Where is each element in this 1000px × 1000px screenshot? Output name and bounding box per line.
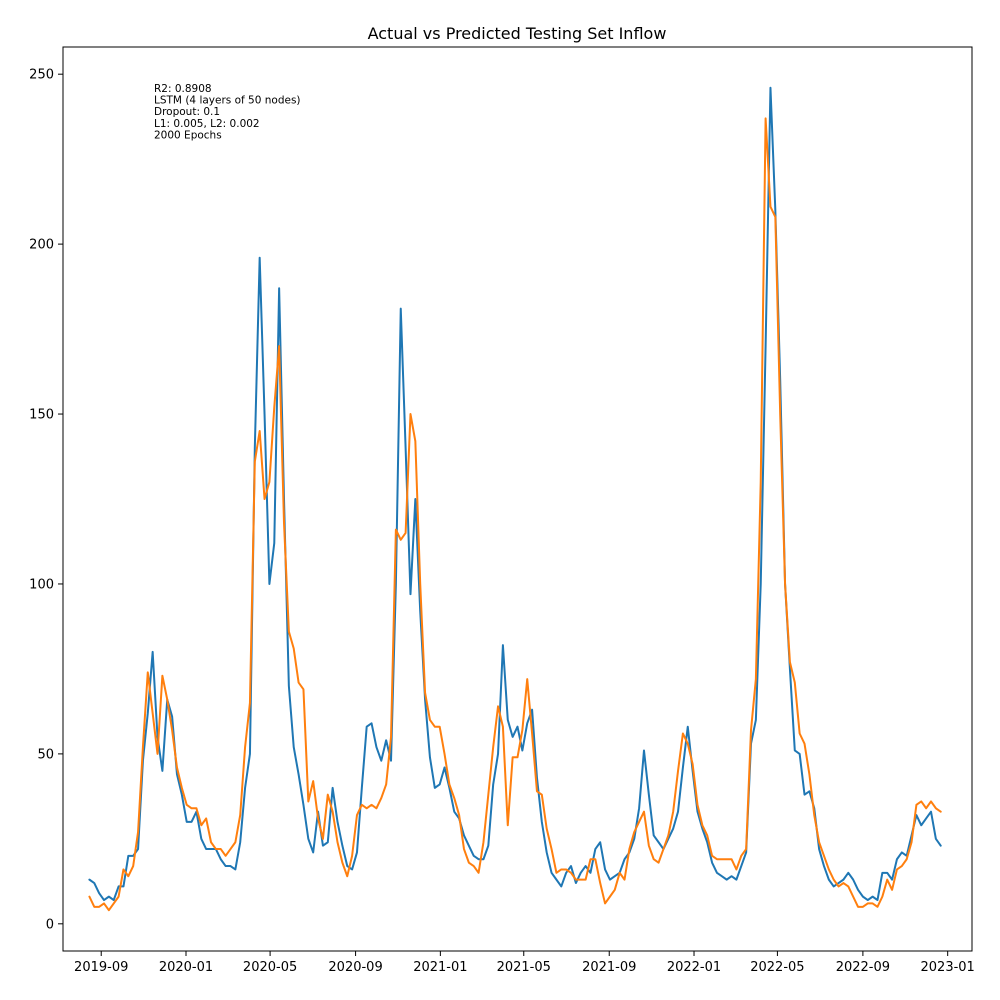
annotation-line: 2000 Epochs xyxy=(154,129,222,141)
plot-area: 0 50 100 150 200 250 2019-09 2020-01 2020-05 2020… xyxy=(29,46,975,975)
series-line-2 xyxy=(88,117,942,912)
annotation-line: Dropout: 0.1 xyxy=(154,106,220,118)
annotation-line: L1: 0.005, L2: 0.002 xyxy=(154,118,260,130)
x-tick-label: 2021-01 xyxy=(413,960,467,975)
x-tick-label: 2020-01 xyxy=(159,960,213,975)
x-tick-label: 2020-09 xyxy=(328,960,382,975)
x-tick-label: 2022-09 xyxy=(836,960,890,975)
x-tick-label: 2022-05 xyxy=(750,960,804,975)
annotation-line: LSTM (4 layers of 50 nodes) xyxy=(154,95,301,107)
x-tick-label: 2023-01 xyxy=(921,960,975,975)
x-tick-label: 2022-01 xyxy=(667,960,721,975)
series-line-1 xyxy=(88,86,942,902)
x-tick-label: 2021-09 xyxy=(582,960,636,975)
y-tick-label: 150 xyxy=(29,408,54,423)
x-tick-label: 2021-05 xyxy=(497,960,551,975)
y-tick-label: 200 xyxy=(29,238,54,253)
chart-title: Actual vs Predicted Testing Set Inflow xyxy=(368,24,667,43)
y-tick-label: 100 xyxy=(29,577,54,592)
axes-frame xyxy=(62,46,973,952)
x-tick-label: 2020-05 xyxy=(243,960,297,975)
y-tick-label: 50 xyxy=(37,747,54,762)
annotation-line: R2: 0.8908 xyxy=(154,83,212,95)
x-tick-label: 2019-09 xyxy=(74,960,128,975)
y-tick-label: 0 xyxy=(46,917,54,932)
y-tick-label: 250 xyxy=(29,68,54,83)
